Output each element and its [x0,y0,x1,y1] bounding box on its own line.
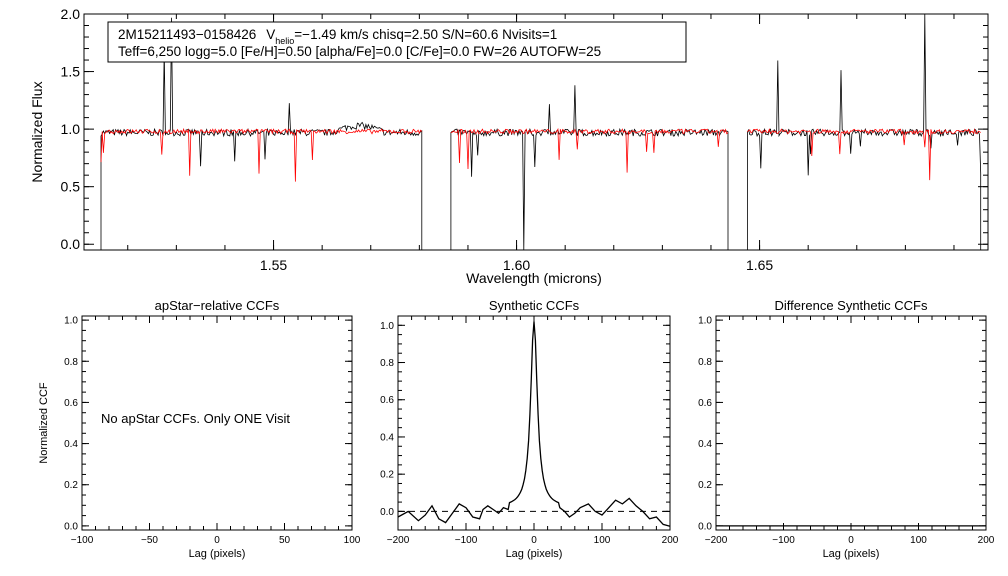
x-tick-label: −200 [387,535,410,546]
x-tick-label: 0 [848,535,854,546]
model-segment-1 [100,127,423,182]
spectrum-axes: 1.55 1.60 1.65 0.0 0.5 1.0 1.5 2.0 [61,6,988,273]
difference-ccf-xlabel: Lag (pixels) [823,548,880,560]
y-tick-label: 0.8 [64,357,78,368]
x-tick-label: 50 [279,535,291,546]
observed-segment-3 [747,13,982,250]
x-tick-label: −100 [455,535,478,546]
y-tick-label: 0.2 [380,470,394,481]
x-tick-label: −100 [772,535,795,546]
spectrum-frame [83,13,989,251]
info-box [107,21,687,63]
x-tick-label: −100 [71,535,94,546]
info-line-2: Teff=6,250 logg=5.0 [Fe/H]=0.50 [alpha/F… [118,44,601,59]
y-tick-label: 0.0 [380,507,394,518]
y-tick-label: 0.4 [380,432,394,443]
difference-ccf-panel: Difference Synthetic CCFs −200 −100 0 100 20… [698,298,995,560]
x-tick-label: −200 [705,535,728,546]
synthetic-ccf-curve [397,321,671,527]
synthetic-ccf-panel: Synthetic CCFs −200 −100 0 100 200 0.0 0.2 0.4 0… [380,298,679,560]
y-tick-label: 1.0 [380,321,394,332]
no-ccf-annotation: No apStar CCFs. Only ONE Visit [101,411,290,426]
x-tick-label: 100 [344,535,361,546]
x-tick-label: 100 [910,535,927,546]
y-tick-label: 0.5 [61,179,81,195]
apstar-ccf-xlabel: Lag (pixels) [189,548,246,560]
vhelio-subscript: helio [275,36,294,46]
y-tick-label: 1.5 [61,63,81,79]
vhelio-label: V [266,27,275,42]
y-tick-label: 0.2 [698,480,712,491]
x-tick-label: 200 [662,535,679,546]
apstar-ccf-panel: apStar−relative CCFs −100 −50 0 50 100 0.0 0.2… [38,298,361,560]
synthetic-ccf-xlabel: Lag (pixels) [506,548,563,560]
y-tick-label: 0.0 [61,236,81,252]
x-tick-label: 1.65 [746,257,773,273]
synthetic-ccf-axes: −200 −100 0 100 200 0.0 0.2 0.4 0.6 0.8 1.0 [380,316,679,546]
y-tick-label: 1.0 [698,316,712,327]
y-tick-label: 1.0 [64,316,78,327]
spectrum-xlabel: Wavelength (microns) [466,270,602,286]
info-line-1-rest: =−1.49 km/s chisq=2.50 S/N=60.6 Nvisits=… [294,27,557,42]
difference-ccf-frame [715,315,987,531]
y-tick-label: 0.0 [64,521,78,532]
y-tick-label: 0.6 [698,398,712,409]
x-tick-label: −50 [141,535,158,546]
synthetic-ccf-title: Synthetic CCFs [489,298,580,313]
spectrum-ylabel: Normalized Flux [29,81,45,182]
y-tick-label: 0.8 [380,358,394,369]
y-tick-label: 0.4 [64,439,78,450]
x-tick-label: 1.60 [503,257,530,273]
model-segment-3 [747,128,981,181]
model-segment-2 [450,127,729,173]
y-tick-label: 0.0 [698,521,712,532]
x-tick-label: 0 [214,535,220,546]
apstar-ccf-ylabel: Normalized CCF [38,382,50,464]
y-tick-label: 0.2 [64,480,78,491]
x-tick-label: 200 [978,535,995,546]
info-line-1: 2M15211493−0158426 Vhelio=−1.49 km/s chis… [118,27,557,46]
apstar-ccf-title: apStar−relative CCFs [155,298,280,313]
spectrum-panel: 1.55 1.60 1.65 0.0 0.5 1.0 1.5 2.0 2M15211493−0… [29,6,989,286]
difference-ccf-axes: −200 −100 0 100 200 0.0 0.2 0.4 0.6 0.8 1.0 [698,316,995,546]
apstar-ccf-axes: −100 −50 0 50 100 0.0 0.2 0.4 0.6 0.8 1.0 [64,316,361,546]
x-tick-label: 0 [531,535,537,546]
y-tick-label: 2.0 [61,6,81,22]
x-tick-label: 1.55 [260,257,287,273]
y-tick-label: 0.6 [64,398,78,409]
observed-segment-2 [450,85,729,251]
observed-segment-1 [100,17,423,250]
spectrum-model-line [100,127,981,182]
y-tick-label: 0.6 [380,395,394,406]
y-tick-label: 1.0 [61,121,81,137]
y-tick-label: 0.4 [698,439,712,450]
difference-ccf-title: Difference Synthetic CCFs [775,298,928,313]
star-id: 2M15211493−0158426 [118,27,256,42]
x-tick-label: 100 [594,535,611,546]
y-tick-label: 0.8 [698,357,712,368]
